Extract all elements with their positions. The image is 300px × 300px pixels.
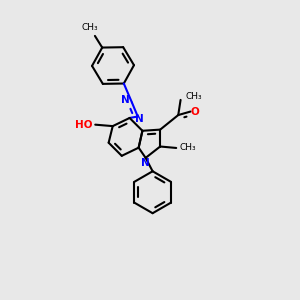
Text: N: N — [141, 158, 150, 168]
Text: N: N — [135, 114, 144, 124]
Text: CH₃: CH₃ — [186, 92, 202, 101]
Text: HO: HO — [75, 120, 92, 130]
Text: N: N — [121, 95, 130, 105]
Text: O: O — [191, 106, 200, 117]
Text: CH₃: CH₃ — [179, 143, 196, 152]
Text: CH₃: CH₃ — [81, 23, 98, 32]
